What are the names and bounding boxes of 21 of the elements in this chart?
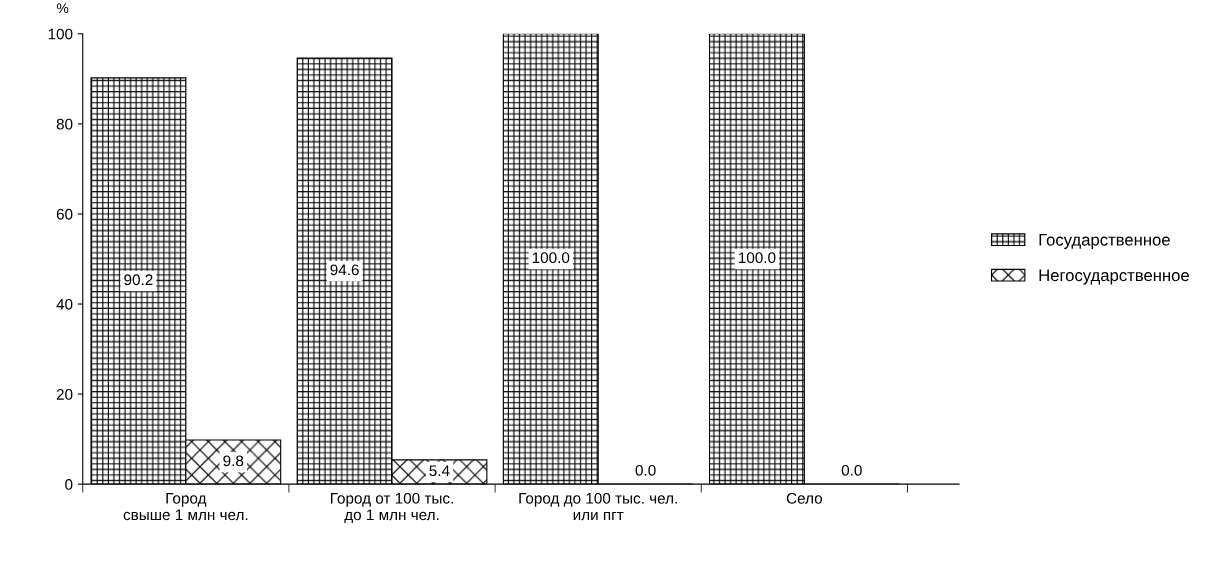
y-tick-label: 80 — [56, 118, 73, 130]
text: 9.8 — [223, 455, 244, 467]
text: 100.0 — [739, 252, 776, 264]
legend-label: Государственное — [1039, 234, 1170, 249]
text: 0.0 — [841, 464, 862, 476]
y-tick-label: 40 — [56, 298, 73, 310]
x-tick-label: Город свыше 1 млн чел. — [123, 493, 248, 521]
y-tick-label: 100 — [48, 28, 73, 40]
x-tick-label: Село — [786, 492, 823, 504]
y-axis-title: % — [56, 3, 69, 13]
x-tick-label: Город до 100 тыс. чел. или пгт — [519, 492, 677, 521]
text: 5.4 — [429, 465, 450, 477]
y-tick-label: 0 — [65, 479, 73, 490]
text: 100.0 — [532, 252, 570, 264]
y-tick-label: 20 — [56, 388, 73, 400]
text: 0.0 — [635, 464, 656, 476]
text: 94.6 — [330, 264, 359, 276]
x-tick-label: Город от 100 тыс. до 1 млн чел. — [331, 492, 453, 524]
y-tick-label: 60 — [56, 208, 73, 220]
text: 90.2 — [124, 274, 153, 286]
legend-label: Негосударственное — [1039, 269, 1189, 285]
